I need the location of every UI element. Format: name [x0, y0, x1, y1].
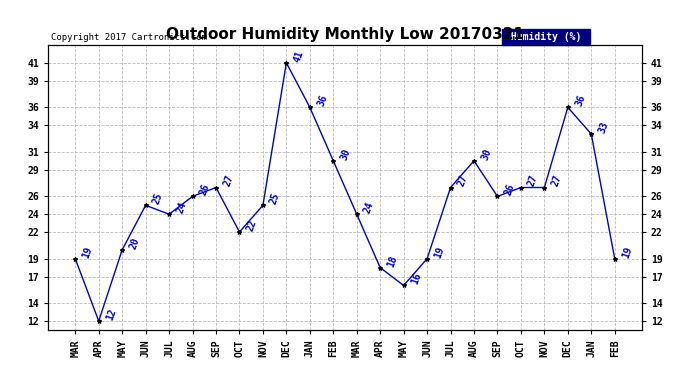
Point [93, 318, 104, 324]
Point [492, 194, 503, 200]
Text: 25: 25 [151, 192, 165, 206]
Point [140, 202, 151, 208]
Text: 26: 26 [503, 183, 516, 197]
Point [257, 202, 268, 208]
Text: 27: 27 [221, 174, 235, 188]
Text: 41: 41 [292, 49, 306, 63]
Point [422, 256, 433, 262]
Text: 36: 36 [315, 93, 329, 108]
Text: 36: 36 [573, 93, 586, 108]
Point [187, 194, 198, 200]
Point [164, 211, 175, 217]
Text: 19: 19 [81, 245, 95, 260]
Text: Copyright 2017 Cartronics.com: Copyright 2017 Cartronics.com [51, 33, 207, 42]
Text: 24: 24 [175, 200, 188, 215]
Text: 26: 26 [198, 183, 212, 197]
Point [562, 104, 573, 110]
Point [515, 184, 526, 190]
Text: 27: 27 [550, 174, 563, 188]
Point [304, 104, 315, 110]
Point [398, 282, 409, 288]
Point [234, 229, 245, 235]
Point [328, 158, 339, 164]
Point [469, 158, 480, 164]
Text: 33: 33 [597, 120, 610, 135]
Title: Outdoor Humidity Monthly Low 20170321: Outdoor Humidity Monthly Low 20170321 [166, 27, 524, 42]
Text: 19: 19 [620, 245, 633, 260]
Point [281, 60, 292, 66]
Point [117, 247, 128, 253]
Text: 25: 25 [268, 192, 282, 206]
Point [375, 265, 386, 271]
Point [351, 211, 362, 217]
Text: 20: 20 [128, 236, 141, 250]
Text: 27: 27 [456, 174, 469, 188]
Point [445, 184, 456, 190]
Text: Humidity (%): Humidity (%) [505, 32, 587, 42]
Text: 24: 24 [362, 200, 375, 215]
Point [609, 256, 620, 262]
Text: 12: 12 [104, 307, 118, 322]
Text: 27: 27 [526, 174, 540, 188]
Text: 30: 30 [480, 147, 493, 161]
Point [70, 256, 81, 262]
Text: 30: 30 [339, 147, 352, 161]
Point [210, 184, 221, 190]
Text: 18: 18 [386, 254, 399, 268]
Text: 22: 22 [245, 218, 259, 232]
Point [586, 131, 597, 137]
Text: 16: 16 [409, 272, 422, 286]
Point [539, 184, 550, 190]
Text: 19: 19 [433, 245, 446, 260]
